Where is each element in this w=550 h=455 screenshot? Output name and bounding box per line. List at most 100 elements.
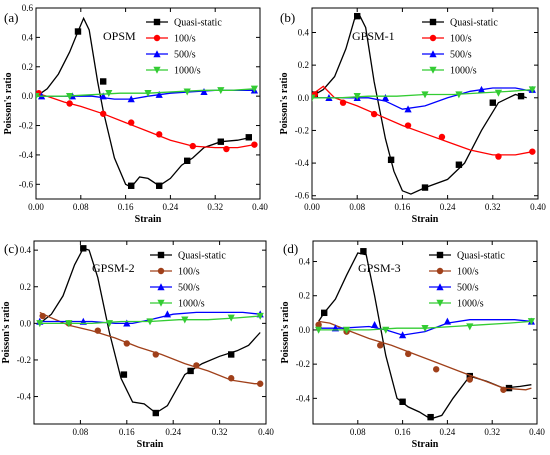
data-point-500/s [477,85,486,93]
legend-label: 1000/s [174,66,201,77]
data-point-Quasi-static [321,309,328,317]
x-tick-label: 0.00 [28,202,44,212]
panel-label: (a) [4,10,18,25]
plot-frame [33,240,267,425]
data-point-100/s [251,141,258,148]
data-point-1000/s [466,323,474,331]
data-point-500/s [127,95,135,103]
y-tick-label: -0.6 [19,179,34,189]
x-tick-label: 0.40 [252,202,268,212]
panel-title: GPSM-2 [92,261,135,275]
legend-marker [436,283,444,291]
data-point-100/s [529,148,536,155]
data-area [36,16,258,189]
data-point-Quasi-static [360,248,367,255]
data-point-1000/s [105,90,113,98]
data-point-500/s [155,90,163,98]
data-point-100/s [404,122,412,129]
series-line-Quasi-static [39,247,261,414]
data-point-100/s [315,321,322,329]
data-point-100/s [257,380,264,387]
data-point-1000/s [65,320,73,328]
panel-title: GPSM-3 [358,261,401,275]
y-tick-label: 0.2 [20,282,31,292]
x-tick-label: 0.40 [530,202,546,212]
data-point-100/s [39,312,46,320]
legend-label: 1000/s [450,66,477,77]
x-axis-title: Strain [135,214,162,225]
data-point-100/s [223,145,230,153]
x-tick-label: 0.16 [395,202,411,212]
legend-label: Quasi-static [450,18,498,29]
data-point-500/s [371,321,379,329]
legend-label: 100/s [174,34,196,45]
data-point-Quasi-static [187,367,194,375]
y-tick-label: 0.2 [22,62,33,72]
panel-a: 0.00 0.08 0.16 0.24 0.32 0.40 -0.6 -0.4 -0.2 0.0 0… [3,3,268,225]
data-point-Quasi-static [427,413,434,421]
data-point-100/s [156,131,163,138]
legend-marker [429,34,437,42]
data-point-Quasi-static [156,182,163,189]
y-tick-label: 0.6 [22,3,34,13]
y-tick-label: 0.0 [22,91,34,101]
legend-label: Quasi-static [174,18,222,29]
y-tick-label: 0.4 [298,27,310,37]
data-point-1000/s [421,91,429,99]
legend-label: 500/s [450,50,472,61]
x-tick-label: 0.08 [350,427,366,437]
y-axis-title: Poisson's ratio [280,302,291,364]
data-point-100/s [123,340,130,347]
legend-label: Quasi-static [178,251,226,262]
x-tick-label: 0.16 [395,427,411,437]
data-area [312,12,536,195]
x-tick-label: 0.40 [529,427,545,437]
x-tick-label: 0.16 [118,202,134,212]
data-point-1000/s [343,326,351,334]
legend-marker [157,299,165,307]
data-point-100/s [377,342,384,349]
series-line-Quasi-static [314,15,527,195]
legend-marker [157,283,165,291]
data-point-100/s [152,351,159,358]
y-tick-label: 0.2 [299,291,310,301]
y-tick-label: -0.4 [19,150,34,160]
x-tick-label: 0.32 [207,202,223,212]
y-tick-label: 0.2 [298,60,309,70]
legend-marker [436,251,444,259]
panel-label: (b) [280,10,295,25]
series-line-100/s [318,320,532,391]
y-tick-label: 0.4 [20,245,32,255]
x-tick-label: 0.32 [484,427,500,437]
y-tick-label: 0.4 [22,32,34,42]
y-axis-title: Poisson's ratio [279,73,290,135]
data-point-500/s [381,93,390,101]
x-tick-label: 0.00 [304,202,320,212]
panel-b: 0.00 0.08 0.16 0.24 0.32 0.40 -0.6 -0.4 -0.2 0.0 0… [279,7,546,225]
legend-marker [429,50,437,58]
data-point-1000/s [421,325,429,333]
y-tick-label: -0.2 [19,121,33,131]
legend-marker [429,18,437,26]
legend-marker [157,251,165,259]
data-point-Quasi-static [100,78,107,85]
data-area [36,245,264,417]
panel-d: 0.08 0.16 0.24 0.32 0.40 -0.4 -0.2 0.0 0.2 0.4 Str… [280,240,545,450]
x-tick-label: 0.16 [119,427,135,437]
series-line-Quasi-static [318,252,532,420]
data-point-Quasi-static [120,371,128,378]
panel-label: (c) [4,241,18,256]
y-tick-label: 0.4 [299,257,311,267]
panel-title: GPSM-1 [352,29,395,43]
legend-label: Quasi-static [457,251,505,262]
data-point-1000/s [250,85,258,93]
data-point-Quasi-static [245,134,252,141]
y-tick-label: -0.2 [295,125,309,135]
data-point-100/s [433,366,440,373]
y-tick-label: -0.6 [295,191,310,201]
x-tick-label: 0.24 [440,427,456,437]
data-point-100/s [228,375,235,382]
data-point-1000/s [66,92,74,100]
data-point-500/s [123,319,131,327]
